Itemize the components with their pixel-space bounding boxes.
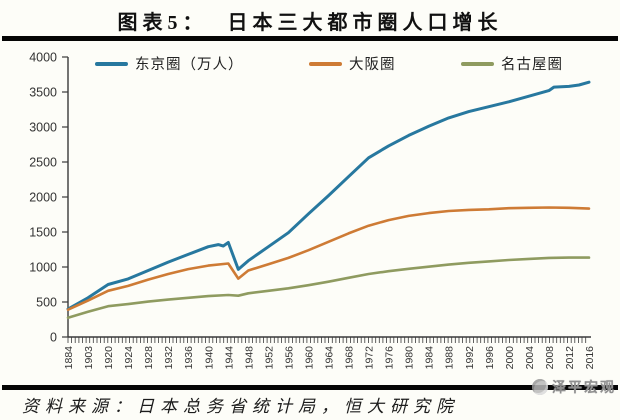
- bottom-divider: [2, 385, 618, 390]
- y-tick-label: 2500: [29, 156, 57, 170]
- x-tick-label: 1968: [344, 346, 356, 370]
- y-tick-label: 1000: [29, 261, 57, 275]
- x-minor-ticks: [67, 337, 587, 343]
- x-tick-label: 1972: [364, 346, 376, 370]
- x-tick-label: 2000: [504, 346, 516, 370]
- osaka-line-swatch: [309, 61, 342, 66]
- legend-item-osaka: 大阪圈: [309, 53, 396, 74]
- chart-canvas: 0 500 1000 1500 2000 2500 3000 3500 4000 1884 1903…: [29, 51, 596, 370]
- legend-item-nagoya: 名古屋圈: [461, 53, 563, 74]
- x-tick-label: 2008: [544, 346, 556, 370]
- series-line-0: [66, 80, 591, 311]
- x-tick-label: 2012: [564, 346, 576, 370]
- x-tick-label: 1984: [424, 346, 436, 370]
- x-tick-label: 1952: [263, 346, 275, 370]
- x-tick-label: 2004: [524, 346, 536, 370]
- y-tick-label: 3000: [29, 121, 57, 135]
- x-tick-label: 2016: [584, 346, 596, 370]
- legend-label-osaka: 大阪圈: [349, 57, 396, 73]
- page-title: 图表5： 日本三大都市圈人口增长: [117, 12, 503, 34]
- y-tick-label: 4000: [29, 51, 57, 65]
- x-tick-label: 1980: [404, 346, 416, 370]
- top-divider: [2, 36, 618, 41]
- y-tick-label: 0: [50, 331, 57, 345]
- x-tick-label: 1964: [324, 346, 336, 370]
- x-tick-label: 1928: [143, 346, 155, 370]
- x-tick-label: 1903: [83, 346, 95, 370]
- x-tick-label: 1940: [203, 346, 215, 370]
- series-line-1: [66, 206, 591, 312]
- x-tick-label: 1920: [103, 346, 115, 370]
- series-line-2: [66, 256, 591, 320]
- legend-label-tokyo: 东京圈（万人）: [135, 57, 244, 73]
- source-note: 资料来源：日本总务省统计局，恒大研究院: [22, 397, 459, 416]
- x-tick-label: 1992: [464, 346, 476, 370]
- y-tick-label: 3500: [29, 86, 57, 100]
- y-tick-label: 1500: [29, 226, 57, 240]
- x-tick-label: 1932: [163, 346, 175, 370]
- population-line-chart: 0 500 1000 1500 2000 2500 3000 3500 4000 1884 1903…: [0, 40, 620, 390]
- legend-item-tokyo: 东京圈（万人）: [95, 53, 244, 74]
- x-tick-label: 1936: [183, 346, 195, 370]
- nagoya-line-swatch: [461, 61, 494, 66]
- tokyo-line-swatch: [95, 61, 128, 66]
- x-tick-label: 1960: [303, 346, 315, 370]
- watermark: 泽平宏观: [532, 377, 616, 397]
- watermark-text: 泽平宏观: [552, 379, 616, 395]
- chart-legend: 东京圈（万人） 大阪圈 名古屋圈: [95, 53, 563, 74]
- x-tick-label: 1996: [484, 346, 496, 370]
- x-tick-label: 1948: [243, 346, 255, 370]
- y-tick-label: 2000: [29, 191, 57, 205]
- zeping-macro-logo-icon: [532, 379, 548, 395]
- legend-label-nagoya: 名古屋圈: [501, 57, 563, 73]
- x-tick-label: 1944: [223, 346, 235, 370]
- x-tick-label: 1956: [283, 346, 295, 370]
- x-tick-label: 1988: [444, 346, 456, 370]
- x-tick-label: 1924: [123, 346, 135, 370]
- x-tick-label: 1976: [384, 346, 396, 370]
- x-tick-label: 1884: [63, 346, 75, 370]
- y-tick-label: 500: [36, 296, 57, 310]
